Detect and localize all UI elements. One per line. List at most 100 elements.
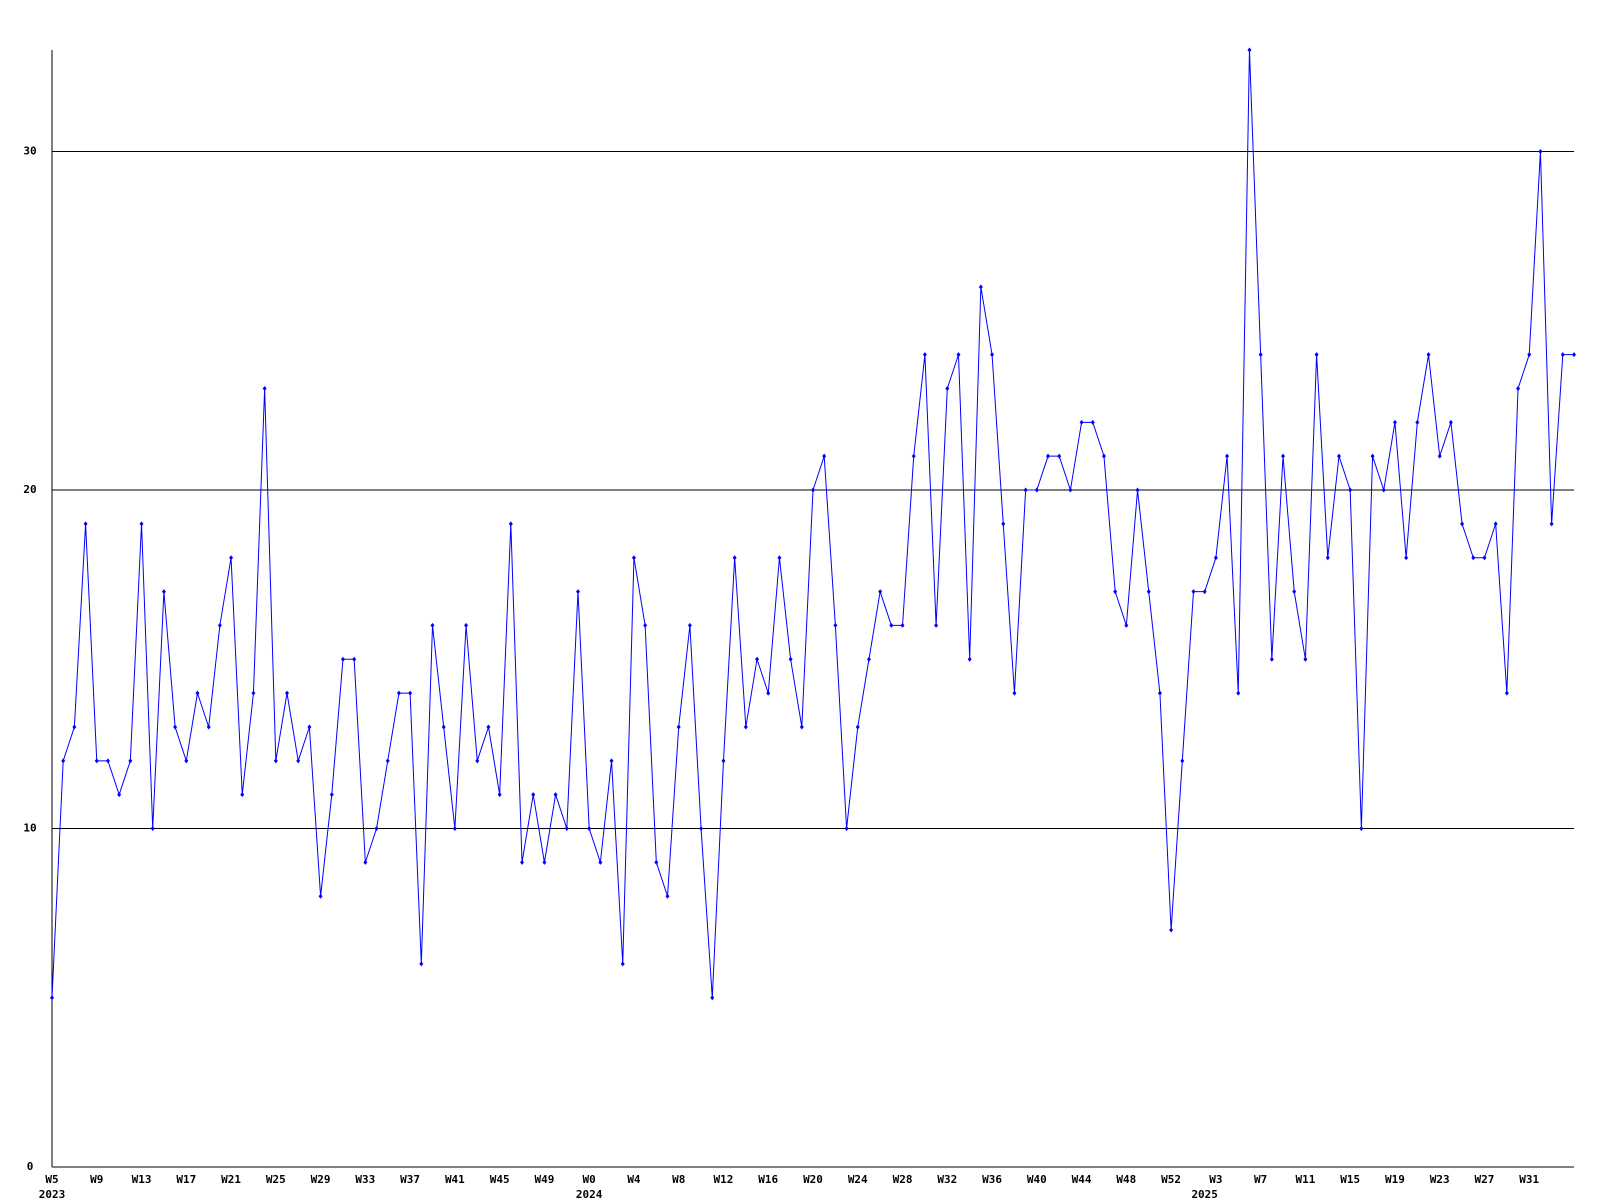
- point: [1493, 521, 1498, 527]
- point: [620, 961, 625, 967]
- point: [922, 352, 927, 358]
- y-tick-label: 20: [23, 483, 36, 496]
- point: [50, 995, 54, 1001]
- x-tick-label: W27: [1475, 1173, 1495, 1186]
- point: [564, 826, 569, 832]
- point: [531, 792, 536, 798]
- point: [408, 690, 413, 696]
- year-label: 2023: [39, 1188, 66, 1200]
- point: [956, 352, 961, 358]
- point: [990, 352, 995, 358]
- point: [945, 385, 950, 391]
- x-tick-label: W29: [311, 1173, 331, 1186]
- point: [665, 893, 670, 899]
- point: [1516, 385, 1521, 391]
- point: [1392, 419, 1397, 425]
- point: [430, 622, 435, 628]
- point: [1482, 555, 1487, 561]
- point: [587, 826, 592, 832]
- point: [1090, 419, 1095, 425]
- point: [833, 622, 838, 628]
- point: [1292, 589, 1297, 595]
- x-tick-label: W25: [266, 1173, 286, 1186]
- point: [878, 589, 883, 595]
- x-tick-label: W36: [982, 1173, 1002, 1186]
- point: [497, 792, 502, 798]
- point: [441, 724, 446, 730]
- point: [1370, 453, 1375, 459]
- x-tick-label: W5: [45, 1173, 58, 1186]
- point: [374, 826, 379, 832]
- x-tick-label: W40: [1027, 1173, 1047, 1186]
- x-tick-label: W15: [1340, 1173, 1360, 1186]
- point: [743, 724, 748, 730]
- point: [553, 792, 558, 798]
- point: [217, 622, 222, 628]
- x-tick-label: W19: [1385, 1173, 1405, 1186]
- point: [1157, 690, 1162, 696]
- point: [889, 622, 894, 628]
- point: [788, 656, 793, 662]
- point: [296, 758, 301, 764]
- point: [117, 792, 122, 798]
- point: [710, 995, 715, 1001]
- point: [911, 453, 916, 459]
- point: [934, 622, 939, 628]
- point: [229, 555, 234, 561]
- point: [866, 656, 871, 662]
- point: [721, 758, 726, 764]
- x-tick-label: W52: [1161, 1173, 1181, 1186]
- point: [206, 724, 211, 730]
- x-tick-label: W49: [534, 1173, 554, 1186]
- point: [1213, 555, 1218, 561]
- point: [1146, 589, 1151, 595]
- x-tick-label: W20: [803, 1173, 823, 1186]
- point: [61, 758, 66, 764]
- x-tick-label: W9: [90, 1173, 103, 1186]
- point: [1336, 453, 1341, 459]
- point: [307, 724, 312, 730]
- x-tick-label: W0: [583, 1173, 596, 1186]
- point: [139, 521, 144, 527]
- point: [575, 589, 580, 595]
- point: [251, 690, 256, 696]
- x-tick-label: W12: [714, 1173, 734, 1186]
- point: [285, 690, 290, 696]
- point: [1057, 453, 1062, 459]
- point: [105, 758, 110, 764]
- point: [486, 724, 491, 730]
- point: [94, 758, 99, 764]
- point: [273, 758, 278, 764]
- point: [1135, 487, 1140, 493]
- y-tick-label: 30: [23, 145, 36, 158]
- point: [598, 859, 603, 865]
- x-tick-label: W41: [445, 1173, 465, 1186]
- point: [687, 622, 692, 628]
- x-tick-label: W31: [1519, 1173, 1539, 1186]
- point: [396, 690, 401, 696]
- point: [128, 758, 133, 764]
- point: [340, 656, 345, 662]
- x-tick-label: W7: [1254, 1173, 1267, 1186]
- point: [1448, 419, 1453, 425]
- x-tick-label: W45: [490, 1173, 510, 1186]
- point: [419, 961, 424, 967]
- point: [1236, 690, 1241, 696]
- point: [1012, 690, 1017, 696]
- point: [520, 859, 525, 865]
- x-tick-label: W32: [937, 1173, 957, 1186]
- point: [967, 656, 972, 662]
- point: [184, 758, 189, 764]
- point: [475, 758, 480, 764]
- x-tick-label: W11: [1295, 1173, 1315, 1186]
- point: [1348, 487, 1353, 493]
- point: [777, 555, 782, 561]
- year-label: 2025: [1191, 1188, 1218, 1200]
- point: [195, 690, 200, 696]
- point: [1079, 419, 1084, 425]
- point: [1527, 352, 1532, 358]
- point: [1415, 419, 1420, 425]
- point: [1538, 149, 1543, 155]
- point: [1437, 453, 1442, 459]
- point: [1560, 352, 1565, 358]
